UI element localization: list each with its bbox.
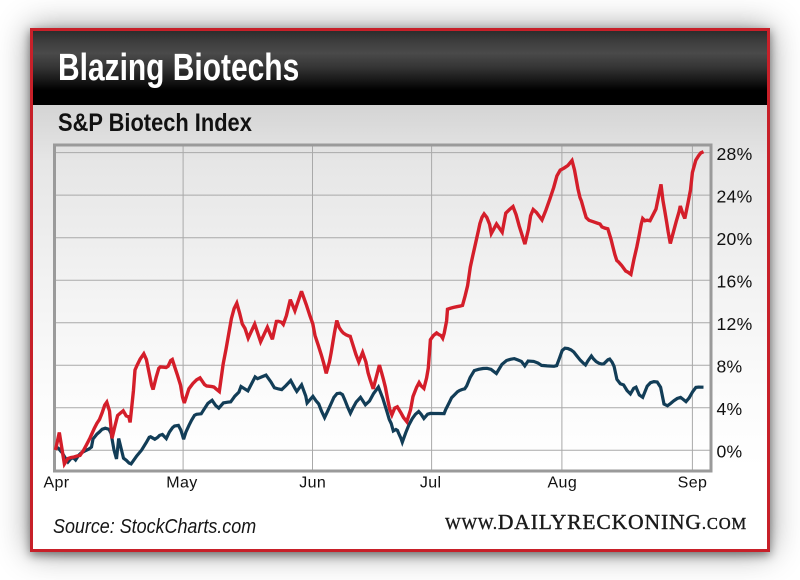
svg-text:28%: 28% <box>717 144 753 164</box>
svg-text:24%: 24% <box>717 186 753 206</box>
svg-text:Aug: Aug <box>547 475 577 492</box>
svg-text:12%: 12% <box>717 314 753 334</box>
svg-text:May: May <box>166 475 197 492</box>
svg-text:20%: 20% <box>717 229 753 249</box>
svg-text:Sep: Sep <box>678 475 708 492</box>
svg-text:4%: 4% <box>717 399 743 419</box>
svg-text:Jun: Jun <box>299 475 326 492</box>
svg-text:0%: 0% <box>717 442 743 462</box>
svg-text:8%: 8% <box>717 357 743 377</box>
svg-text:Jul: Jul <box>420 475 442 492</box>
svg-text:Apr: Apr <box>43 475 69 492</box>
svg-text:16%: 16% <box>717 271 753 291</box>
